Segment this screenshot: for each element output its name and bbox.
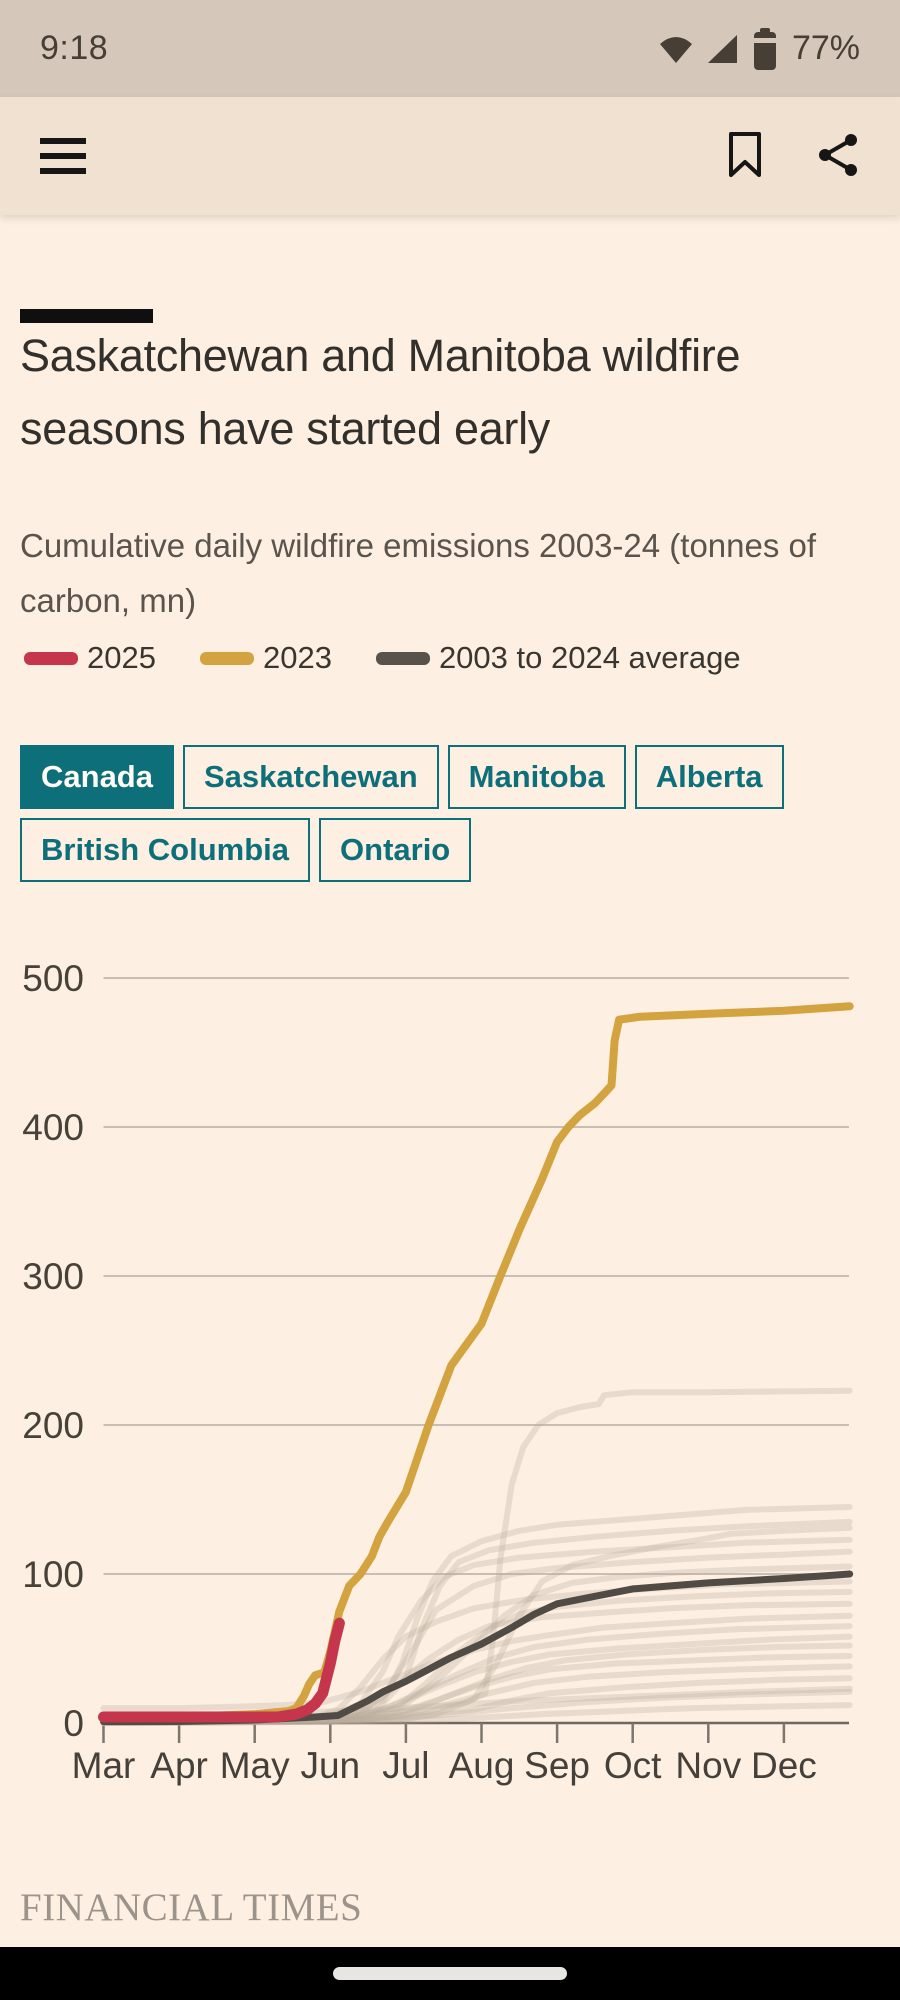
cellular-signal-icon <box>707 34 737 63</box>
bookmark-icon <box>729 131 761 177</box>
menu-button[interactable] <box>40 138 86 174</box>
svg-text:Aug: Aug <box>449 1745 515 1786</box>
legend-label-2023: 2023 <box>262 640 332 675</box>
svg-text:May: May <box>220 1745 290 1786</box>
filter-button-saskatchewan[interactable]: Saskatchewan <box>182 745 439 809</box>
legend-item-2025: 2025 <box>24 640 156 676</box>
svg-text:Jul: Jul <box>382 1745 429 1786</box>
app-toolbar <box>0 97 900 215</box>
svg-text:Nov: Nov <box>675 1745 741 1786</box>
filter-button-canada[interactable]: Canada <box>20 745 174 809</box>
toolbar-actions <box>726 131 860 182</box>
legend-item-2023: 2023 <box>199 640 332 676</box>
battery-icon <box>753 27 776 70</box>
svg-text:Mar: Mar <box>72 1745 136 1786</box>
svg-text:Sep: Sep <box>524 1745 590 1786</box>
chart-subtitle: Cumulative daily wildfire emissions 2003… <box>20 527 817 620</box>
status-bar: 9:18 77% <box>0 0 900 97</box>
system-nav-bar <box>0 1947 900 2000</box>
svg-text:300: 300 <box>22 1256 84 1297</box>
filter-button-british-columbia[interactable]: British Columbia <box>20 818 311 882</box>
chart-legend: 2025 2023 2003 to 2024 average <box>24 640 741 676</box>
svg-text:500: 500 <box>22 958 84 999</box>
article-headline: Saskatchewan and Manitoba wildfire seaso… <box>20 330 741 454</box>
ft-logo: FINANCIAL TIMES <box>20 1886 363 1929</box>
svg-text:Oct: Oct <box>604 1745 662 1786</box>
filter-button-manitoba[interactable]: Manitoba <box>447 745 626 809</box>
svg-text:Dec: Dec <box>751 1745 817 1786</box>
svg-text:400: 400 <box>22 1107 84 1148</box>
share-icon <box>819 133 857 176</box>
region-filter-group: Canada Saskatchewan Manitoba Alberta Bri… <box>20 745 892 882</box>
wifi-icon <box>659 36 692 63</box>
svg-text:Jun: Jun <box>300 1745 360 1786</box>
gesture-pill[interactable] <box>333 1967 567 1980</box>
legend-item-average: 2003 to 2024 average <box>375 640 741 676</box>
headline-accent-bar <box>20 309 153 323</box>
legend-label-2025: 2025 <box>87 640 156 675</box>
bookmark-button[interactable] <box>726 131 764 182</box>
svg-text:100: 100 <box>22 1554 84 1595</box>
legend-swatch-average <box>375 651 430 665</box>
legend-label-average: 2003 to 2024 average <box>438 640 741 675</box>
wildfire-emissions-chart: 0 100 200 300 400 500 Mar Apr May Jun Jul Aug Sep Oct… <box>22 958 854 1786</box>
hamburger-icon <box>40 138 86 144</box>
share-button[interactable] <box>816 132 860 181</box>
legend-swatch-2023 <box>199 651 254 665</box>
svg-text:200: 200 <box>22 1405 84 1446</box>
battery-percent: 77% <box>791 29 860 67</box>
svg-text:Apr: Apr <box>150 1745 208 1786</box>
filter-button-ontario[interactable]: Ontario <box>319 818 472 882</box>
clock: 9:18 <box>40 29 109 67</box>
legend-swatch-2025 <box>24 651 78 665</box>
status-icons: 77% <box>658 27 860 70</box>
filter-button-alberta[interactable]: Alberta <box>634 745 784 809</box>
svg-text:0: 0 <box>63 1703 84 1744</box>
